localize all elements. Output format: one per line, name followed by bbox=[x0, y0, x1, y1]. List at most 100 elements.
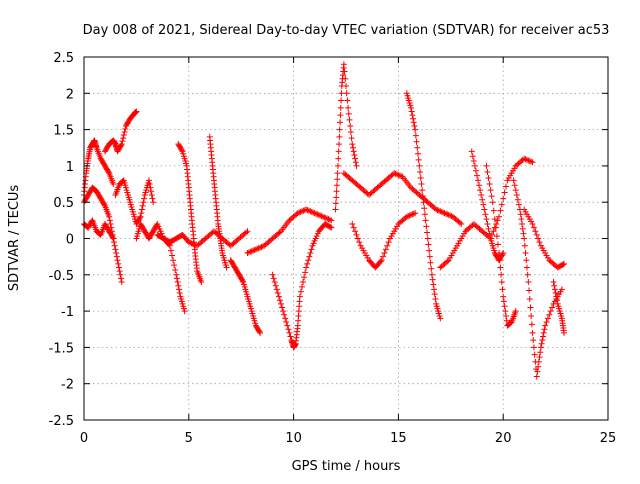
data-point-arc-m bbox=[336, 133, 343, 140]
data-point-arc-n bbox=[445, 211, 452, 218]
data-point-arc-e bbox=[146, 181, 153, 188]
data-point-arc-s bbox=[503, 317, 510, 324]
data-point-arc-q bbox=[521, 155, 528, 162]
data-point-arc-k bbox=[322, 214, 329, 221]
data-point-arc-f bbox=[167, 247, 174, 254]
data-point-arc-t bbox=[535, 363, 542, 370]
data-point-arc-g bbox=[185, 239, 192, 246]
data-point-arc-k bbox=[319, 213, 326, 220]
data-point-arc-k bbox=[300, 207, 307, 214]
data-point-arc-e bbox=[140, 199, 147, 206]
data-point-arc-o bbox=[412, 210, 419, 217]
data-point-arc-k bbox=[276, 229, 283, 236]
data-point-arc-h bbox=[198, 279, 205, 286]
data-point-arc-l bbox=[279, 304, 286, 311]
data-point-arc-k bbox=[244, 250, 251, 257]
data-point-arc-p bbox=[417, 168, 424, 175]
data-point-arc-t bbox=[512, 187, 519, 194]
data-point-arc-o bbox=[354, 235, 361, 242]
data-point-arc-m bbox=[338, 90, 345, 97]
data-point-arc-e bbox=[145, 177, 152, 184]
data-point-arc-t bbox=[537, 344, 544, 351]
data-point-arc-u bbox=[530, 224, 537, 231]
data-point-arc-t bbox=[530, 344, 537, 351]
x-tick-label: 5 bbox=[185, 431, 193, 446]
data-point-arc-m bbox=[352, 155, 359, 162]
y-tick-label: 1.5 bbox=[53, 124, 74, 139]
y-tick-label: 0.5 bbox=[53, 196, 74, 211]
data-point-arc-u bbox=[529, 220, 536, 227]
data-point-arc-p bbox=[431, 291, 438, 298]
data-point-arc-c bbox=[111, 242, 118, 249]
data-point-arc-u bbox=[533, 231, 540, 238]
data-point-arc-k bbox=[245, 249, 252, 256]
data-point-arc-t bbox=[547, 308, 554, 315]
data-point-arc-m bbox=[337, 104, 344, 111]
data-point-arc-r bbox=[486, 230, 493, 237]
data-point-arc-p bbox=[422, 217, 429, 224]
data-point-arc-d bbox=[119, 138, 126, 145]
data-point-arc-r bbox=[477, 187, 484, 194]
data-point-arc-m bbox=[353, 162, 360, 169]
data-point-arc-n bbox=[394, 171, 401, 178]
data-point-arc-m bbox=[344, 97, 351, 104]
data-point-arc-p bbox=[413, 138, 420, 145]
data-point-arc-m bbox=[348, 135, 355, 142]
data-point-arc-q bbox=[522, 156, 529, 163]
data-point-arc-e bbox=[149, 195, 156, 202]
data-point-arc-k bbox=[310, 209, 317, 216]
data-point-arc-n bbox=[447, 212, 454, 219]
data-point-arc-l bbox=[285, 326, 292, 333]
data-point-arc-k bbox=[251, 246, 258, 253]
data-point-arc-k bbox=[307, 208, 314, 215]
data-point-arc-k bbox=[305, 207, 312, 214]
data-point-arc-s bbox=[492, 224, 499, 231]
data-point-arc-c bbox=[117, 271, 124, 278]
data-point-arc-q bbox=[490, 228, 497, 235]
data-point-arc-t bbox=[519, 220, 526, 227]
data-point-arc-k bbox=[255, 245, 262, 252]
data-point-arc-n bbox=[391, 170, 398, 177]
data-point-arc-n bbox=[441, 210, 448, 217]
data-point-arc-d bbox=[122, 125, 129, 132]
data-point-arc-t bbox=[530, 337, 537, 344]
data-point-arc-d bbox=[120, 135, 127, 142]
data-point-arc-n bbox=[458, 220, 465, 227]
data-point-arc-p bbox=[423, 223, 430, 230]
data-point-arc-n bbox=[444, 211, 451, 218]
data-point-arc-d bbox=[118, 142, 125, 149]
data-point-arc-t bbox=[527, 304, 534, 311]
data-point-arc-f bbox=[176, 286, 183, 293]
data-point-arc-m bbox=[345, 110, 352, 117]
y-axis-label: SDTVAR / TECUs bbox=[7, 185, 22, 292]
data-point-arc-t bbox=[544, 315, 551, 322]
data-point-arc-e bbox=[139, 202, 146, 209]
data-point-arc-r bbox=[472, 167, 479, 174]
data-point-arc-n bbox=[440, 209, 447, 216]
data-point-arc-t bbox=[558, 286, 565, 293]
data-point-arc-f bbox=[170, 257, 177, 264]
data-point-arc-s bbox=[512, 308, 519, 315]
data-point-arc-u bbox=[536, 239, 543, 246]
data-point-arc-k bbox=[308, 208, 315, 215]
data-point-arc-p bbox=[417, 175, 424, 181]
data-point-arc-m bbox=[334, 176, 341, 183]
data-point-arc-p bbox=[410, 119, 417, 126]
data-point-arc-m bbox=[336, 126, 343, 133]
data-point-arc-p bbox=[418, 181, 425, 188]
data-point-arc-g bbox=[187, 239, 194, 246]
data-point-arc-q bbox=[500, 195, 507, 202]
data-point-arc-m bbox=[332, 200, 339, 207]
data-point-arc-p bbox=[421, 205, 428, 212]
data-point-arc-k bbox=[318, 213, 325, 220]
data-point-arc-d bbox=[120, 132, 127, 139]
data-point-arc-e bbox=[137, 213, 144, 220]
data-point-arc-s bbox=[489, 199, 496, 206]
data-point-arc-s bbox=[497, 264, 504, 271]
data-point-arc-m bbox=[349, 141, 356, 148]
data-point-arc-s bbox=[507, 320, 514, 327]
data-point-arc-t bbox=[546, 311, 553, 318]
data-point-arc-l bbox=[287, 333, 294, 340]
data-point-arc-r bbox=[485, 225, 492, 232]
data-point-arc-b bbox=[105, 168, 112, 175]
